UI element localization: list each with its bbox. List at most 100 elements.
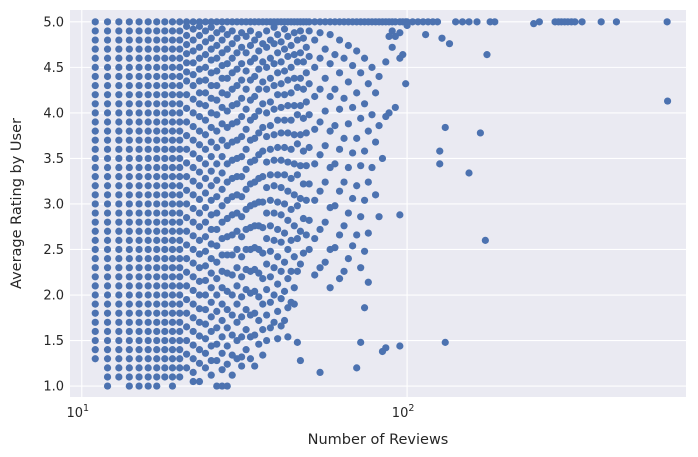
data-point <box>135 27 143 35</box>
data-point <box>176 18 184 26</box>
data-point <box>144 72 152 81</box>
data-point <box>125 364 133 372</box>
data-point <box>238 253 246 261</box>
data-point <box>153 145 161 153</box>
data-point <box>270 182 278 190</box>
data-point <box>91 191 99 199</box>
data-point <box>125 163 133 172</box>
data-point <box>168 45 177 53</box>
data-point <box>91 236 99 244</box>
data-point <box>115 118 123 126</box>
data-point <box>176 346 184 354</box>
data-point <box>176 355 184 363</box>
data-point <box>115 81 123 90</box>
data-point <box>135 273 143 281</box>
data-point <box>238 333 246 341</box>
data-point <box>91 355 99 363</box>
data-point <box>340 134 348 142</box>
data-point <box>251 72 259 81</box>
data-point <box>259 326 267 334</box>
data-point <box>103 27 112 35</box>
data-point <box>201 320 210 328</box>
data-point <box>144 91 152 99</box>
data-point <box>207 45 215 53</box>
data-point <box>251 92 259 101</box>
y-tick-label: 4.0 <box>43 106 64 121</box>
data-point <box>176 273 184 281</box>
data-point <box>218 284 226 292</box>
data-point <box>228 54 236 62</box>
data-point <box>284 304 292 312</box>
data-point <box>103 309 112 317</box>
data-point <box>207 313 215 321</box>
data-point <box>255 30 263 39</box>
data-point <box>293 58 301 66</box>
data-point <box>293 140 301 148</box>
data-point <box>368 163 376 172</box>
data-point <box>201 145 210 153</box>
data-point <box>176 309 184 317</box>
data-point <box>103 291 112 299</box>
data-point <box>233 227 241 235</box>
data-point <box>296 356 305 365</box>
data-point <box>135 45 143 53</box>
data-point <box>259 78 267 86</box>
data-point <box>218 382 226 390</box>
data-point <box>218 333 226 341</box>
data-point <box>251 36 259 44</box>
data-point <box>176 163 184 172</box>
data-point <box>287 41 295 50</box>
data-point <box>135 154 143 163</box>
data-point <box>213 18 221 26</box>
data-point <box>483 51 491 59</box>
data-point <box>135 209 143 217</box>
data-point <box>223 30 231 39</box>
data-point <box>168 282 177 290</box>
data-point <box>103 45 112 53</box>
data-point <box>176 182 184 190</box>
data-point <box>176 300 184 308</box>
data-point <box>103 81 112 90</box>
data-point <box>144 200 152 208</box>
data-point <box>663 97 672 105</box>
data-point <box>274 307 282 315</box>
data-point <box>270 131 278 139</box>
data-point <box>270 60 278 68</box>
data-point <box>242 85 250 93</box>
data-point <box>207 327 215 336</box>
data-point <box>135 364 143 372</box>
data-point <box>115 63 123 71</box>
data-point <box>263 43 271 51</box>
data-point <box>115 200 123 208</box>
data-point <box>233 264 241 272</box>
data-point <box>316 85 324 93</box>
data-point <box>452 18 460 26</box>
data-point <box>183 336 191 345</box>
data-point <box>213 54 221 62</box>
data-point <box>161 245 169 254</box>
data-point <box>331 160 339 168</box>
data-point <box>299 214 307 223</box>
data-point <box>125 72 133 81</box>
data-point <box>176 91 184 99</box>
data-point <box>183 173 191 181</box>
data-point <box>201 305 210 314</box>
data-point <box>280 143 289 152</box>
data-point <box>321 74 329 82</box>
y-tick-label: 5.0 <box>43 15 64 30</box>
data-point <box>396 29 404 37</box>
data-point <box>153 273 161 281</box>
data-point <box>91 136 99 144</box>
data-point <box>91 36 99 44</box>
data-point <box>103 182 112 190</box>
data-point <box>153 300 161 308</box>
data-point <box>201 131 210 139</box>
data-point <box>189 341 197 349</box>
data-point <box>353 364 361 372</box>
data-point <box>135 309 143 317</box>
data-point <box>223 74 231 82</box>
data-point <box>103 282 112 290</box>
data-point <box>284 245 292 254</box>
data-point <box>168 100 177 108</box>
data-point <box>201 76 210 84</box>
